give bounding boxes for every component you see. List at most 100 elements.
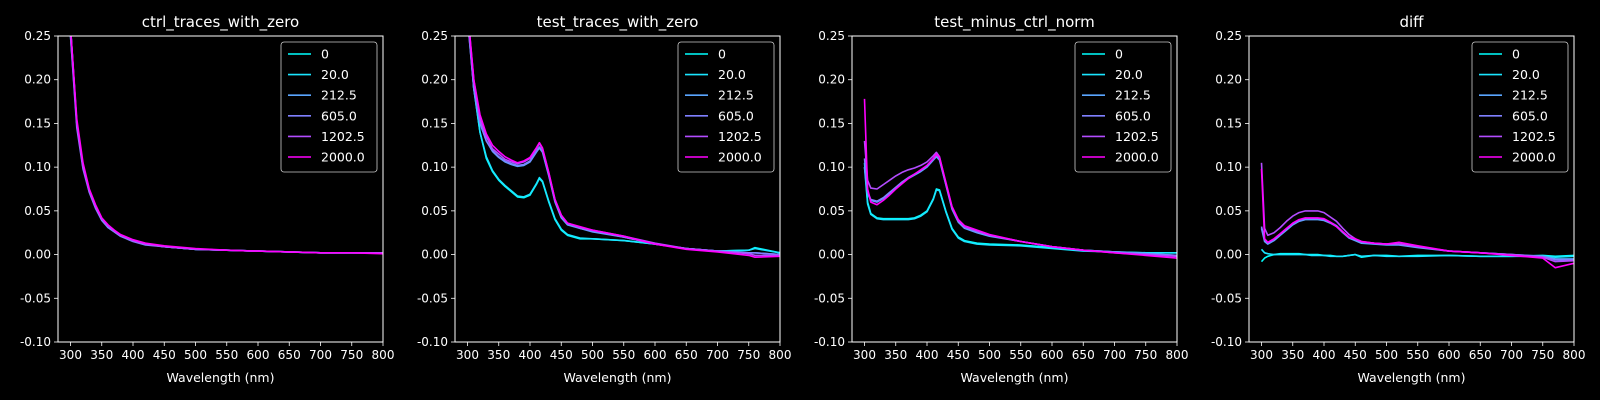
x-tick-label: 300 — [456, 348, 479, 362]
series-line-2000.0 — [469, 36, 780, 259]
x-tick-label: 700 — [309, 348, 332, 362]
legend-label: 0 — [321, 47, 329, 62]
x-tick-label: 550 — [1009, 348, 1032, 362]
y-tick-label: 0.25 — [421, 29, 448, 43]
axes-frame — [454, 35, 781, 343]
x-tick-label: 450 — [1344, 348, 1367, 362]
legend-label: 605.0 — [718, 108, 754, 123]
y-tick-label: -0.05 — [417, 291, 448, 305]
series-line-20.0 — [863, 167, 1177, 254]
x-tick-label: 600 — [1041, 348, 1064, 362]
chart-title: test_traces_with_zero — [537, 13, 699, 32]
y-tick-label: 0.20 — [818, 73, 845, 87]
x-tick-label: 750 — [737, 348, 760, 362]
series-line-2000.0 — [70, 36, 383, 255]
legend-label: 2000.0 — [718, 150, 762, 165]
legend-label: 0 — [1115, 47, 1123, 62]
x-axis-label: Wavelength (nm) — [167, 370, 275, 385]
x-tick-label: 350 — [1281, 348, 1304, 362]
x-tick-label: 700 — [1500, 348, 1523, 362]
y-tick-label: 0.15 — [24, 116, 51, 130]
x-tick-label: 650 — [278, 348, 301, 362]
legend-label: 2000.0 — [1115, 150, 1159, 165]
x-tick-label: 700 — [706, 348, 729, 362]
y-tick-label: 0.15 — [1215, 116, 1242, 130]
x-tick-label: 550 — [1406, 348, 1429, 362]
axes-frame — [57, 35, 384, 343]
x-tick-label: 400 — [916, 348, 939, 362]
x-tick-label: 750 — [340, 348, 363, 362]
legend-label: 212.5 — [321, 88, 357, 103]
y-tick-label: 0.20 — [1215, 73, 1242, 87]
legend-label: 1202.5 — [321, 129, 365, 144]
x-tick-label: 450 — [947, 348, 970, 362]
x-axis-label: Wavelength (nm) — [961, 370, 1069, 385]
series-group — [1260, 162, 1574, 269]
legend-label: 1202.5 — [1115, 129, 1159, 144]
chart-panel-3: test_minus_ctrl_norm Wavelength (nm) 300 35… — [814, 13, 1189, 385]
legend-label: 212.5 — [1512, 88, 1548, 103]
x-tick-label: 800 — [1563, 348, 1586, 362]
x-tick-label: 500 — [581, 348, 604, 362]
x-tick-label: 300 — [1250, 348, 1273, 362]
axes-frame — [1248, 35, 1575, 343]
chart-panel-2: test_traces_with_zero Wavelength (nm) 300 3… — [417, 13, 792, 385]
legend-label: 212.5 — [1115, 88, 1151, 103]
x-tick-label: 450 — [153, 348, 176, 362]
y-tick-label: -0.05 — [814, 291, 845, 305]
chart-panel-1: ctrl_traces_with_zero Wavelength (nm) 300 3… — [20, 13, 395, 385]
x-tick-label: 800 — [769, 348, 792, 362]
y-tick-label: 0.10 — [1215, 160, 1242, 174]
y-tick-label: 0.15 — [818, 116, 845, 130]
series-line-20.0 — [1260, 248, 1574, 259]
series-group — [69, 36, 383, 255]
series-line-2000.0 — [863, 98, 1177, 259]
chart-panel-4: diff Wavelength (nm) 300 350 400 450 500 550 600… — [1211, 13, 1586, 385]
legend-label: 20.0 — [1512, 67, 1540, 82]
legend-label: 605.0 — [1512, 108, 1548, 123]
y-tick-label: 0.00 — [24, 248, 51, 262]
legend-label: 0 — [1512, 47, 1520, 62]
y-tick-label: 0.05 — [421, 204, 448, 218]
series-group — [468, 36, 780, 259]
x-tick-label: 750 — [1134, 348, 1157, 362]
x-tick-label: 700 — [1103, 348, 1126, 362]
x-tick-label: 350 — [884, 348, 907, 362]
y-tick-label: -0.05 — [1211, 291, 1242, 305]
y-tick-label: -0.05 — [20, 291, 51, 305]
y-tick-label: 0.10 — [421, 160, 448, 174]
x-tick-label: 800 — [1166, 348, 1189, 362]
y-tick-label: -0.10 — [814, 335, 845, 349]
x-tick-label: 750 — [1531, 348, 1554, 362]
y-tick-label: 0.20 — [24, 73, 51, 87]
y-tick-label: 0.10 — [24, 160, 51, 174]
legend-label: 2000.0 — [321, 150, 365, 165]
y-tick-label: 0.00 — [818, 248, 845, 262]
axes-frame — [851, 35, 1178, 343]
x-tick-label: 400 — [519, 348, 542, 362]
y-tick-label: 0.00 — [1215, 248, 1242, 262]
y-tick-label: -0.10 — [417, 335, 448, 349]
y-tick-label: -0.10 — [20, 335, 51, 349]
legend-label: 212.5 — [718, 88, 754, 103]
legend-label: 605.0 — [321, 108, 357, 123]
x-tick-label: 650 — [675, 348, 698, 362]
x-tick-label: 550 — [215, 348, 238, 362]
chart-title: diff — [1399, 13, 1424, 31]
legend-label: 2000.0 — [1512, 150, 1556, 165]
x-tick-label: 600 — [1438, 348, 1461, 362]
legend-label: 20.0 — [718, 67, 746, 82]
x-tick-label: 350 — [487, 348, 510, 362]
x-tick-label: 650 — [1072, 348, 1095, 362]
y-tick-label: 0.25 — [1215, 29, 1242, 43]
x-tick-label: 350 — [90, 348, 113, 362]
x-axis-label: Wavelength (nm) — [1358, 370, 1466, 385]
x-tick-label: 300 — [853, 348, 876, 362]
x-axis-label: Wavelength (nm) — [564, 370, 672, 385]
legend: 0 20.0 212.5 605.0 1202.5 2000.0 — [1074, 41, 1172, 173]
y-tick-label: 0.05 — [1215, 204, 1242, 218]
x-tick-label: 300 — [59, 348, 82, 362]
y-tick-label: 0.15 — [421, 116, 448, 130]
y-tick-label: 0.10 — [818, 160, 845, 174]
